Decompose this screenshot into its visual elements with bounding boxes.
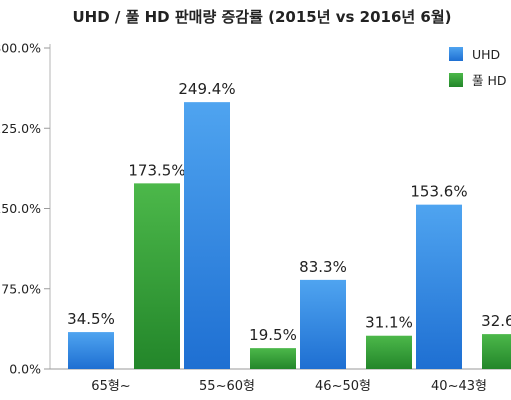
y-tick-label: 0.0% <box>9 362 41 377</box>
data-label: 32.6% <box>481 312 511 330</box>
bar-fullhd <box>482 334 511 369</box>
legend: UHD 풀 HD <box>449 47 507 88</box>
bar-fullhd <box>366 335 412 369</box>
data-label: 34.5% <box>67 310 115 328</box>
x-tick-label: 65형~ <box>91 379 130 394</box>
legend-label-fullhd: 풀 HD <box>472 73 507 88</box>
legend-swatch-fullhd <box>449 73 463 87</box>
x-tick-label: 40~43형 <box>431 379 487 394</box>
bar-fullhd <box>134 183 180 369</box>
x-tick-label: 46~50형 <box>315 379 371 394</box>
y-tick-label: 300.0% <box>0 41 41 56</box>
chart-title: UHD / 풀 HD 판매량 증감률 (2015년 vs 2016년 6월) <box>72 8 451 26</box>
legend-label-uhd: UHD <box>472 47 500 62</box>
bar-uhd <box>416 204 462 369</box>
data-label: 249.4% <box>178 80 235 98</box>
data-label: 153.6% <box>410 183 467 201</box>
bar-fullhd <box>250 348 296 369</box>
data-label: 19.5% <box>249 326 297 344</box>
y-tick-label: 150.0% <box>0 201 41 216</box>
data-label: 83.3% <box>299 258 347 276</box>
axis-group: 0.0% 75.0% 150.0% 225.0% 300.0% 65형~ 55~60형 46~… <box>0 41 511 394</box>
x-tick-label: 55~60형 <box>199 379 255 394</box>
data-label: 173.5% <box>128 161 185 179</box>
bar-uhd <box>300 279 346 369</box>
y-tick-label: 75.0% <box>1 281 41 296</box>
bars-group: 34.5% 173.5% 249.4% 19.5% 83.3% 31.1% 153.6% 32… <box>67 80 511 369</box>
bar-uhd <box>184 102 230 369</box>
data-label: 31.1% <box>365 314 413 332</box>
y-tick-label: 225.0% <box>0 121 41 136</box>
bar-uhd <box>68 332 114 369</box>
legend-swatch-uhd <box>449 47 463 61</box>
